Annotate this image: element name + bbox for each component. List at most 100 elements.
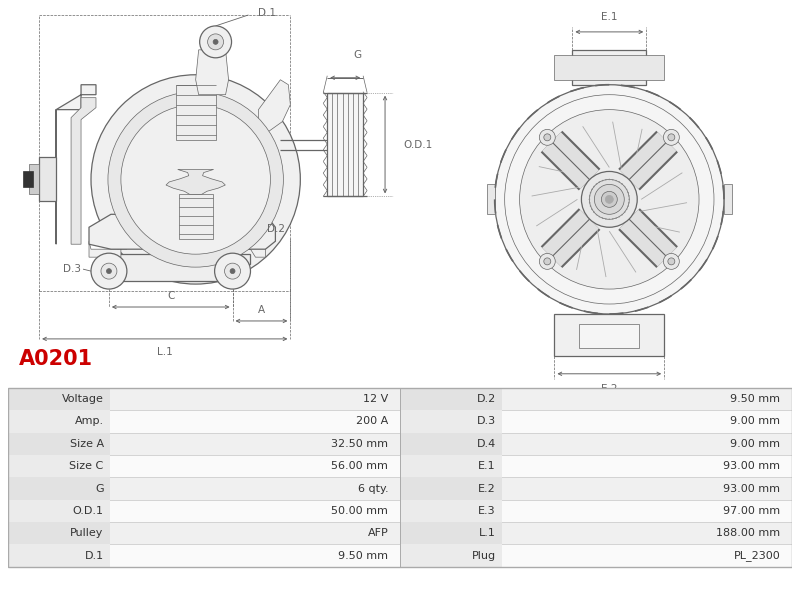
Bar: [400, 499, 792, 522]
Circle shape: [494, 85, 724, 314]
Circle shape: [91, 75, 300, 284]
Bar: [8, 544, 110, 567]
Polygon shape: [89, 241, 127, 257]
Polygon shape: [196, 50, 229, 95]
Text: C: C: [167, 291, 174, 301]
Bar: [8, 388, 110, 411]
Circle shape: [225, 263, 241, 279]
Bar: [8, 499, 110, 522]
Text: 200 A: 200 A: [356, 416, 388, 426]
Circle shape: [539, 253, 555, 269]
Text: L.1: L.1: [478, 528, 496, 538]
Bar: [400, 433, 792, 455]
Text: 188.00 mm: 188.00 mm: [716, 528, 780, 538]
Bar: [8, 388, 400, 411]
Circle shape: [544, 258, 550, 265]
Circle shape: [213, 39, 218, 44]
Text: E.2: E.2: [478, 484, 496, 494]
Polygon shape: [39, 157, 56, 201]
Polygon shape: [30, 164, 39, 194]
Text: Size C: Size C: [70, 461, 104, 471]
Polygon shape: [486, 184, 494, 214]
Text: Size A: Size A: [70, 439, 104, 449]
Circle shape: [539, 130, 555, 145]
Circle shape: [520, 110, 699, 289]
Text: PL_2300: PL_2300: [734, 550, 780, 561]
Circle shape: [606, 196, 614, 203]
Text: 9.00 mm: 9.00 mm: [730, 439, 780, 449]
Bar: [8, 477, 110, 499]
Polygon shape: [258, 80, 290, 140]
Circle shape: [101, 263, 117, 279]
Text: D.4: D.4: [476, 439, 496, 449]
Bar: [8, 411, 400, 433]
Text: 9.50 mm: 9.50 mm: [730, 394, 780, 404]
Bar: [8, 433, 110, 455]
Circle shape: [121, 105, 270, 254]
Text: D.2: D.2: [267, 224, 286, 234]
Polygon shape: [554, 55, 664, 80]
Text: 9.00 mm: 9.00 mm: [730, 416, 780, 426]
Text: D.2: D.2: [476, 394, 496, 404]
Text: AFP: AFP: [367, 528, 388, 538]
Polygon shape: [327, 92, 363, 196]
Text: E.2: E.2: [601, 384, 618, 394]
Bar: [400, 477, 502, 499]
Polygon shape: [573, 50, 646, 85]
Polygon shape: [214, 241, 266, 257]
Text: L.1: L.1: [157, 347, 173, 357]
Bar: [400, 455, 502, 477]
Text: Plug: Plug: [471, 551, 496, 561]
Text: A0201: A0201: [19, 349, 94, 369]
Circle shape: [668, 134, 675, 141]
Text: 50.00 mm: 50.00 mm: [331, 506, 388, 516]
Circle shape: [544, 134, 550, 141]
Circle shape: [208, 34, 223, 50]
Bar: [8, 455, 110, 477]
Bar: [400, 522, 502, 544]
Circle shape: [590, 180, 630, 219]
Polygon shape: [176, 85, 215, 140]
Text: D.3: D.3: [63, 264, 81, 274]
Bar: [400, 544, 502, 567]
Polygon shape: [104, 254, 250, 281]
Bar: [8, 455, 400, 477]
Bar: [400, 499, 502, 522]
Text: 56.00 mm: 56.00 mm: [331, 461, 388, 471]
Text: D.1: D.1: [85, 551, 104, 561]
Text: 93.00 mm: 93.00 mm: [723, 484, 780, 494]
Text: 9.50 mm: 9.50 mm: [338, 551, 388, 561]
Circle shape: [663, 130, 679, 145]
Bar: [8, 499, 400, 522]
Text: Amp.: Amp.: [74, 416, 104, 426]
Polygon shape: [56, 85, 96, 244]
Circle shape: [106, 269, 111, 274]
Circle shape: [214, 253, 250, 289]
Text: G: G: [95, 484, 104, 494]
Bar: [400, 388, 502, 411]
Text: Voltage: Voltage: [62, 394, 104, 404]
Text: O.D.1: O.D.1: [403, 140, 432, 150]
Text: Pulley: Pulley: [70, 528, 104, 538]
Text: G: G: [353, 50, 362, 60]
Bar: [8, 522, 110, 544]
Circle shape: [663, 253, 679, 269]
Bar: [8, 477, 400, 499]
Text: D.1: D.1: [258, 8, 277, 18]
Polygon shape: [579, 324, 639, 348]
Bar: [400, 411, 502, 433]
Text: 12 V: 12 V: [363, 394, 388, 404]
Polygon shape: [554, 314, 664, 356]
Bar: [8, 522, 400, 544]
Bar: [400, 411, 792, 433]
Circle shape: [230, 269, 235, 274]
Circle shape: [200, 26, 231, 58]
Polygon shape: [23, 171, 33, 187]
Bar: [8, 388, 792, 567]
Circle shape: [602, 191, 618, 207]
Text: E.1: E.1: [478, 461, 496, 471]
Circle shape: [668, 258, 675, 265]
Circle shape: [582, 171, 638, 227]
Text: E.1: E.1: [601, 12, 618, 22]
Polygon shape: [71, 98, 96, 244]
